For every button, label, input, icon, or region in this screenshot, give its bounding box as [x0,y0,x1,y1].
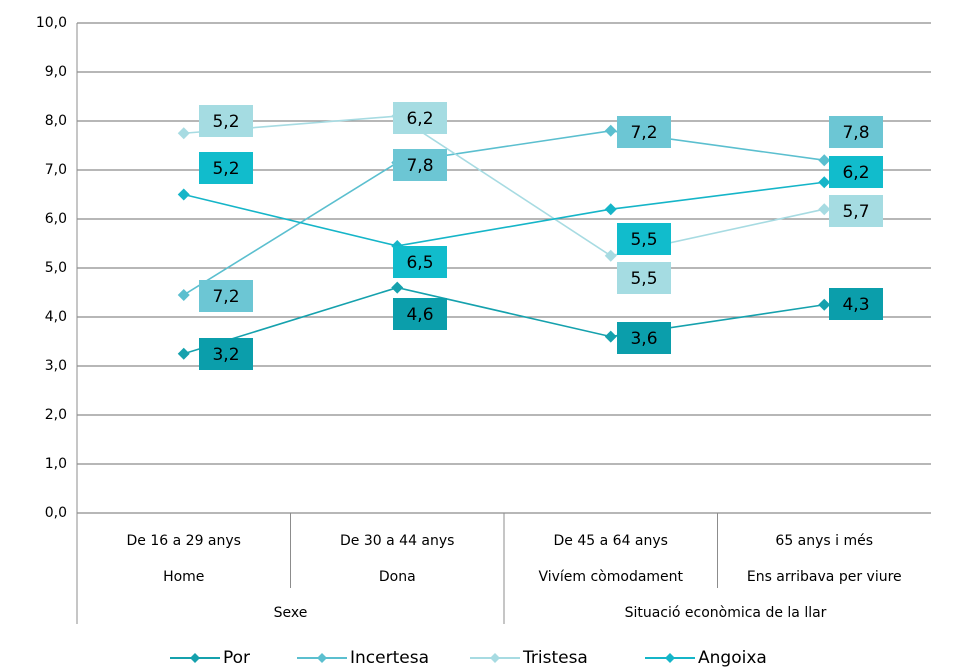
data-point [177,288,190,301]
data-label-box [393,149,447,181]
data-label-box [199,152,253,184]
y-tick-label: 9,0 [45,64,67,80]
data-label-box [199,280,253,312]
data-point [818,176,831,189]
series-line [183,129,825,296]
group-label: Situació econòmica de la llar [625,605,827,621]
data-label: 5,2 [212,112,239,132]
data-label: 4,3 [842,295,869,315]
x-tick-label: De 16 a 29 anys [127,533,241,549]
data-point [818,298,831,311]
legend-marker [665,653,675,663]
data-label: 6,2 [842,163,869,183]
data-label-box [393,246,447,278]
data-label: 3,6 [630,329,657,349]
y-tick-label: 4,0 [45,309,67,325]
y-tick-label: 8,0 [45,113,67,129]
y-tick-label: 7,0 [45,162,67,178]
legend-marker [190,653,200,663]
data-label: 7,8 [406,156,433,176]
data-label: 7,2 [212,287,239,307]
y-tick-label: 10,0 [36,15,67,31]
legend-label: Por [223,648,250,668]
data-label: 5,5 [630,230,657,250]
data-label-box [617,223,671,255]
legend-marker [490,653,500,663]
data-point [604,203,617,216]
x-tick-label: De 45 a 64 anys [554,533,668,549]
x-tick-label: De 30 a 44 anys [340,533,454,549]
data-label: 4,6 [406,305,433,325]
data-label-box [829,156,883,188]
data-label: 6,2 [406,109,433,129]
y-tick-label: 5,0 [45,260,67,276]
data-label-box [617,262,671,294]
group-label: Sexe [274,605,308,621]
y-tick-label: 2,0 [45,407,67,423]
data-label-box [393,298,447,330]
legend-label: Tristesa [522,648,588,668]
data-point [177,127,190,140]
data-label-box [199,105,253,137]
legend-marker [317,653,327,663]
x-tick-label: Home [163,569,204,585]
data-point [604,124,617,137]
y-tick-label: 6,0 [45,211,67,227]
data-label: 7,8 [842,123,869,143]
x-tick-label: Dona [379,569,416,585]
data-point [604,249,617,262]
data-label-box [829,195,883,227]
data-point [604,330,617,343]
series-line [183,115,825,257]
y-tick-label: 0,0 [45,505,67,521]
data-label: 3,2 [212,345,239,365]
data-label-box [199,338,253,370]
x-tick-label: 65 anys i més [775,533,873,549]
x-tick-label: Ens arribava per viure [747,569,902,585]
data-label-box [617,322,671,354]
x-tick-label: Vivíem còmodament [538,569,683,585]
data-label: 5,7 [842,202,869,222]
data-label: 6,5 [406,253,433,273]
data-point [391,281,404,294]
y-tick-label: 1,0 [45,456,67,472]
data-label-box [393,102,447,134]
legend-label: Incertesa [350,648,429,668]
data-label: 5,5 [630,269,657,289]
series-line [183,286,825,355]
data-point [177,347,190,360]
data-point [818,154,831,167]
data-label-box [829,288,883,320]
y-tick-label: 3,0 [45,358,67,374]
data-label: 5,2 [212,159,239,179]
data-label: 7,2 [630,123,657,143]
data-point [818,203,831,216]
data-point [177,188,190,201]
data-label-box [829,116,883,148]
legend-label: Angoixa [698,648,767,668]
data-label-box [617,116,671,148]
series-line [183,181,825,247]
